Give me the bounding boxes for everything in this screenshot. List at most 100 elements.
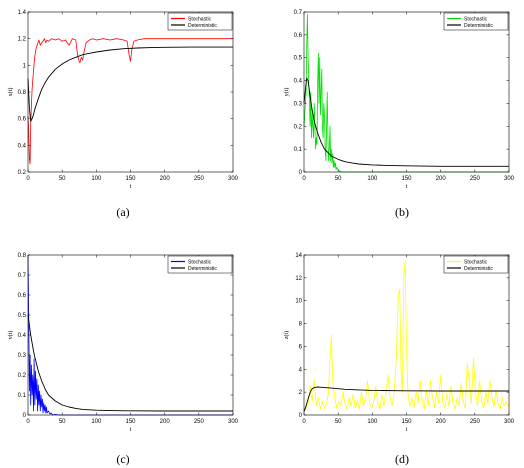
y-axis-label: y(t) bbox=[283, 88, 290, 97]
y-tick-label: 10 bbox=[295, 299, 302, 305]
y-tick-label: 0 bbox=[23, 413, 27, 419]
x-tick-label: 0 bbox=[302, 176, 306, 182]
y-tick-label: 0.6 bbox=[18, 117, 27, 123]
series-line-deterministic bbox=[303, 77, 509, 167]
y-tick-label: 2 bbox=[299, 390, 303, 396]
y-tick-label: 0.2 bbox=[294, 124, 303, 130]
series-line-stochastic bbox=[27, 38, 233, 165]
panel-caption: (d) bbox=[395, 452, 409, 466]
y-tick-label: 0.6 bbox=[294, 33, 303, 39]
y-tick-label: 1.4 bbox=[18, 10, 27, 16]
legend-box bbox=[167, 255, 233, 274]
x-tick-label: 100 bbox=[91, 419, 102, 425]
y-tick-label: 0.7 bbox=[18, 273, 27, 279]
y-tick-label: 0.2 bbox=[18, 373, 27, 379]
panel-caption: (a) bbox=[116, 205, 129, 219]
chart-panel-2: 0 50 100 150 200 250 300 0 0.1 0.2 0.3 0.4 0.5 0.6 0.7… bbox=[283, 10, 515, 219]
y-tick-label: 0.8 bbox=[18, 90, 27, 96]
legend-box bbox=[443, 12, 509, 31]
x-tick-label: 100 bbox=[367, 419, 378, 425]
x-tick-label: 50 bbox=[59, 176, 66, 182]
legend-box bbox=[167, 12, 233, 31]
y-axis-label: x(t) bbox=[7, 88, 14, 97]
y-tick-label: 0 bbox=[299, 413, 303, 419]
y-tick-label: 0.5 bbox=[294, 56, 303, 62]
axes-frame bbox=[27, 11, 234, 173]
chart-panel-4: 0 50 100 150 200 250 300 0 2 4 6 8 10 12 14 t z(t) Stocha… bbox=[283, 253, 515, 466]
x-tick-label: 200 bbox=[160, 419, 171, 425]
x-tick-label: 0 bbox=[26, 419, 30, 425]
axes-frame bbox=[303, 11, 510, 173]
y-tick-label: 0.1 bbox=[294, 147, 303, 153]
x-tick-label: 300 bbox=[228, 176, 239, 182]
series-line-stochastic bbox=[27, 254, 233, 416]
y-tick-label: 0.5 bbox=[18, 313, 27, 319]
x-tick-label: 250 bbox=[194, 176, 205, 182]
x-tick-label: 250 bbox=[470, 419, 481, 425]
x-axis-label: t bbox=[130, 427, 132, 433]
x-tick-label: 200 bbox=[436, 176, 447, 182]
x-tick-label: 250 bbox=[194, 419, 205, 425]
legend-label-stochastic: Stochastic bbox=[188, 259, 212, 265]
legend-label-deterministic: Deterministic bbox=[188, 266, 217, 272]
x-tick-label: 200 bbox=[160, 176, 171, 182]
y-axis-label: v(t) bbox=[7, 331, 14, 340]
legend-label-deterministic: Deterministic bbox=[188, 23, 217, 29]
y-tick-label: 6 bbox=[299, 344, 303, 350]
legend-label-stochastic: Stochastic bbox=[188, 16, 212, 22]
x-tick-label: 150 bbox=[401, 176, 412, 182]
panel-caption: (b) bbox=[395, 205, 409, 219]
y-tick-label: 1 bbox=[23, 63, 27, 69]
y-tick-label: 0.8 bbox=[18, 253, 27, 259]
x-tick-label: 0 bbox=[26, 176, 30, 182]
axes-frame bbox=[27, 254, 234, 416]
y-tick-label: 0.7 bbox=[294, 10, 303, 16]
x-tick-label: 150 bbox=[125, 176, 136, 182]
y-tick-label: 0.3 bbox=[294, 101, 303, 107]
y-tick-label: 0.4 bbox=[18, 333, 27, 339]
x-axis-label: t bbox=[406, 184, 408, 190]
series-line-stochastic bbox=[303, 260, 510, 412]
y-tick-label: 14 bbox=[295, 253, 302, 259]
x-axis-label: t bbox=[406, 427, 408, 433]
x-tick-label: 150 bbox=[401, 419, 412, 425]
y-tick-label: 0.6 bbox=[18, 293, 27, 299]
series-line-stochastic bbox=[303, 13, 509, 173]
x-tick-label: 50 bbox=[335, 419, 342, 425]
y-tick-label: 0 bbox=[299, 170, 303, 176]
legend-label-stochastic: Stochastic bbox=[464, 16, 488, 22]
y-tick-label: 0.2 bbox=[18, 170, 27, 176]
y-tick-label: 1.2 bbox=[18, 37, 27, 43]
series-line-deterministic bbox=[27, 314, 233, 412]
y-tick-label: 8 bbox=[299, 322, 303, 328]
x-tick-label: 300 bbox=[504, 176, 515, 182]
x-tick-label: 250 bbox=[470, 176, 481, 182]
x-tick-label: 100 bbox=[367, 176, 378, 182]
x-tick-label: 100 bbox=[91, 176, 102, 182]
x-tick-label: 300 bbox=[228, 419, 239, 425]
y-axis-label: z(t) bbox=[283, 331, 290, 339]
series-line-deterministic bbox=[27, 46, 233, 122]
x-tick-label: 150 bbox=[125, 419, 136, 425]
x-tick-label: 50 bbox=[59, 419, 66, 425]
chart-panel-1: 0 50 100 150 200 250 300 0.2 0.4 0.6 0.8 1 1.2 1.4 t x(… bbox=[7, 10, 239, 219]
chart-panel-3: 0 50 100 150 200 250 300 0 0.1 0.2 0.3 0.4 0.5 0.6 0.7… bbox=[7, 253, 239, 466]
legend-label-deterministic: Deterministic bbox=[464, 23, 493, 29]
x-axis-label: t bbox=[130, 184, 132, 190]
y-tick-label: 0.3 bbox=[18, 353, 27, 359]
x-tick-label: 300 bbox=[504, 419, 515, 425]
legend-box bbox=[443, 255, 509, 274]
y-tick-label: 0.1 bbox=[18, 393, 27, 399]
x-tick-label: 50 bbox=[335, 176, 342, 182]
panel-caption: (c) bbox=[116, 452, 129, 466]
x-tick-label: 200 bbox=[436, 419, 447, 425]
legend-label-stochastic: Stochastic bbox=[464, 259, 488, 265]
series-line-deterministic bbox=[303, 386, 509, 412]
y-tick-label: 0.4 bbox=[18, 143, 27, 149]
y-tick-label: 0.4 bbox=[294, 79, 303, 85]
